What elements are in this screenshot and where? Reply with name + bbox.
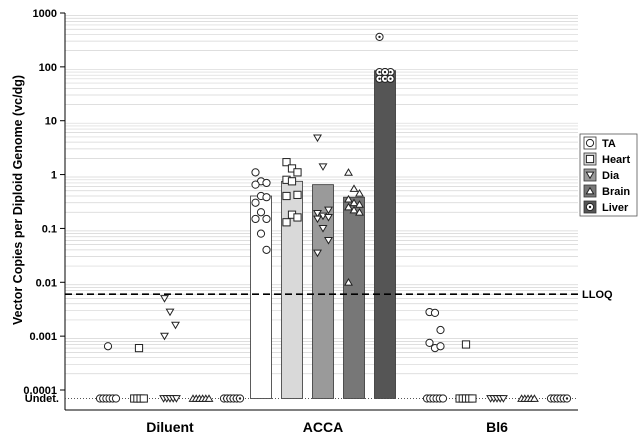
data-point <box>344 202 353 211</box>
data-point-dot <box>383 70 387 74</box>
data-point <box>262 193 271 202</box>
y-tick-label: 0.0001 <box>23 385 57 397</box>
legend-label: Liver <box>602 202 629 214</box>
data-point-dot <box>383 77 387 81</box>
y-tick-label: 10 <box>45 116 57 128</box>
data-point <box>160 332 169 341</box>
data-point <box>282 218 291 227</box>
y-tick-label: 1000 <box>33 8 57 20</box>
data-point <box>251 180 260 189</box>
data-point <box>324 236 333 245</box>
data-point <box>313 215 322 224</box>
data-point <box>585 138 595 148</box>
data-point-dot <box>378 77 381 81</box>
data-point <box>293 168 302 177</box>
data-point <box>438 394 448 403</box>
data-point <box>262 245 271 254</box>
data-point-dot <box>389 70 392 74</box>
data-point <box>344 168 353 176</box>
data-point <box>313 134 322 143</box>
data-point <box>165 308 175 317</box>
y-tick-label: 0.1 <box>42 223 57 235</box>
data-point <box>355 189 364 197</box>
data-point <box>313 249 322 258</box>
data-point <box>171 321 180 330</box>
category-label: Diluent <box>146 419 194 435</box>
data-point <box>349 205 359 214</box>
data-point <box>262 178 271 188</box>
data-point-dot <box>588 205 592 209</box>
data-point <box>293 213 302 222</box>
category-label: ACCA <box>303 419 343 435</box>
data-point-dot <box>565 397 569 400</box>
data-point <box>318 163 328 171</box>
data-point <box>585 186 595 195</box>
data-point <box>293 190 302 199</box>
y-tick-label: 100 <box>39 62 57 74</box>
data-point <box>324 214 333 222</box>
data-point <box>251 198 260 207</box>
lloq-label: LLOQ <box>582 289 613 301</box>
undetected-label: Undet. <box>25 393 59 405</box>
data-point <box>324 206 333 215</box>
data-point <box>282 191 291 201</box>
data-point <box>251 168 260 177</box>
bar <box>374 70 396 399</box>
data-point <box>256 208 266 217</box>
data-point <box>425 338 434 347</box>
data-point <box>461 340 471 349</box>
legend-label: Heart <box>602 154 630 166</box>
y-tick-label: 1 <box>51 170 57 182</box>
data-point-dot <box>238 397 242 400</box>
data-point <box>436 342 445 351</box>
data-point <box>256 229 266 238</box>
bar <box>343 196 365 399</box>
y-tick-label: 0.01 <box>36 277 57 289</box>
data-point <box>160 295 169 303</box>
data-point <box>585 154 595 164</box>
data-point <box>282 158 291 167</box>
data-point <box>171 395 181 403</box>
data-point <box>468 394 477 403</box>
data-point <box>349 198 359 207</box>
legend-label: Dia <box>602 170 620 182</box>
legend-label: Brain <box>602 186 630 198</box>
data-point <box>355 207 364 216</box>
data-point <box>430 308 440 318</box>
data-point <box>529 394 539 402</box>
data-point-dot <box>378 35 381 39</box>
category-label: Bl6 <box>486 419 508 435</box>
data-point <box>134 343 144 353</box>
data-point <box>498 395 508 403</box>
data-point <box>103 342 113 351</box>
data-point <box>287 177 297 186</box>
data-point <box>355 200 364 208</box>
data-point <box>585 171 595 180</box>
y-tick-label: 0.001 <box>29 331 57 343</box>
data-point <box>139 394 148 403</box>
legend-label: TA <box>602 138 616 150</box>
data-point <box>318 225 328 233</box>
legend: TA Heart Dia Brain Liver <box>579 133 638 217</box>
data-point-dot <box>378 70 381 74</box>
y-axis-label: Vector Copies per Diploid Genome (vc/dg) <box>11 75 25 325</box>
data-point <box>204 394 214 402</box>
data-point <box>436 325 445 335</box>
data-point-dot <box>389 77 392 81</box>
bar <box>250 195 272 399</box>
data-point <box>349 184 359 192</box>
data-point <box>111 394 121 403</box>
data-point <box>251 214 260 224</box>
data-point <box>262 214 271 224</box>
data-point <box>344 194 353 203</box>
data-point <box>344 278 353 286</box>
